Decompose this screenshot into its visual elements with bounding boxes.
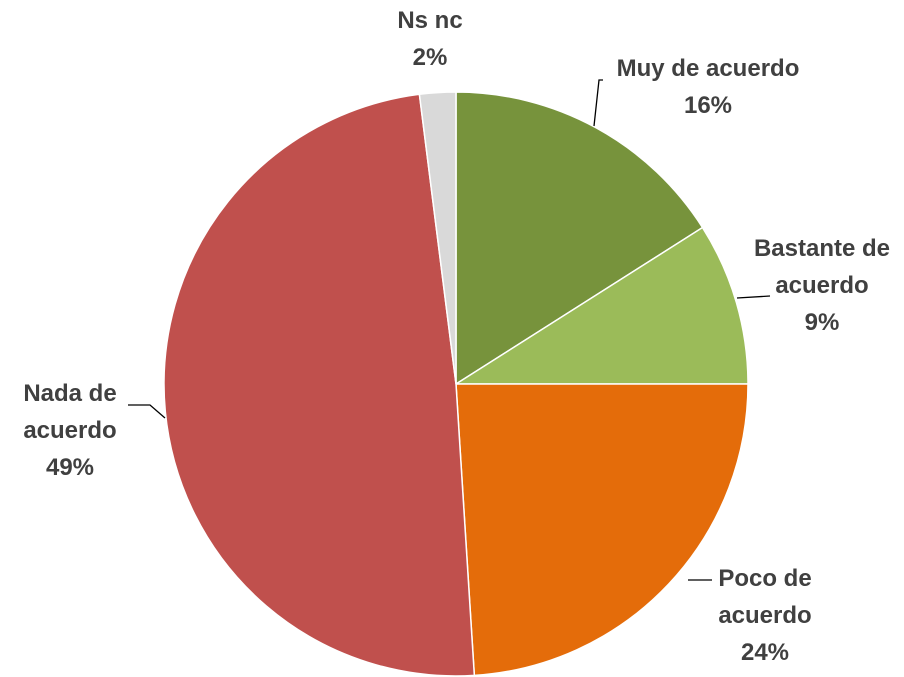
leader-line: [128, 404, 166, 419]
value-label: 9%: [804, 309, 840, 336]
slice-label: Poco de acuerdo 24%: [680, 560, 850, 671]
slices: [163, 91, 749, 677]
leader-line: [593, 79, 603, 127]
pie-slice: [418, 91, 457, 385]
leader-line: [736, 295, 771, 299]
value-label: 2%: [412, 44, 448, 71]
slice-label: Muy de acuerdo 16%: [578, 50, 838, 124]
slice-label: Ns nc 2%: [370, 2, 490, 76]
pie-slice: [455, 383, 749, 677]
value-label: 16%: [683, 92, 733, 119]
slice-label: Nada de acuerdo 49%: [0, 375, 140, 486]
category-label: Bastante de acuerdo: [753, 235, 891, 299]
pie-slice: [453, 226, 749, 385]
pie-slice: [455, 91, 704, 386]
slice-label: Bastante de acuerdo 9%: [737, 230, 904, 341]
category-label: Ns nc: [397, 7, 463, 34]
value-label: 49%: [45, 454, 95, 481]
pie-slice: [163, 93, 476, 677]
value-label: 24%: [740, 639, 790, 666]
category-label: Muy de acuerdo: [616, 55, 800, 82]
category-label: Nada de acuerdo: [23, 380, 117, 444]
category-label: Poco de acuerdo: [718, 565, 812, 629]
